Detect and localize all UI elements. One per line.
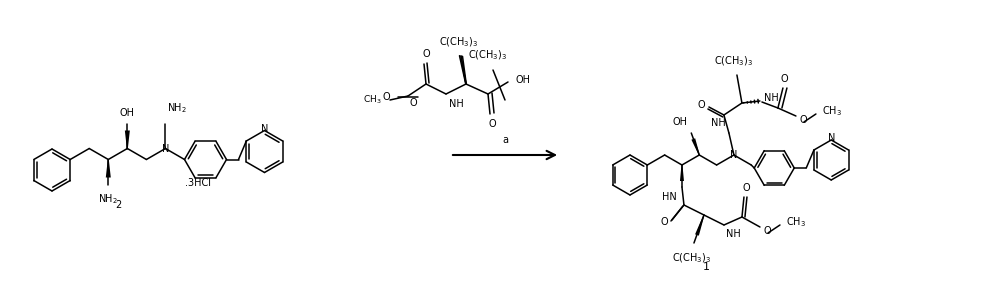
Text: N: N bbox=[730, 150, 738, 160]
Text: NH: NH bbox=[764, 93, 779, 103]
Polygon shape bbox=[691, 138, 700, 155]
Polygon shape bbox=[695, 215, 704, 236]
Text: 1: 1 bbox=[702, 262, 709, 272]
Text: HN: HN bbox=[662, 192, 677, 202]
Text: O: O bbox=[697, 100, 705, 110]
Text: O: O bbox=[764, 226, 772, 236]
Text: O: O bbox=[422, 49, 430, 59]
Text: C(CH$_3$)$_3$: C(CH$_3$)$_3$ bbox=[468, 48, 508, 62]
Text: NH$_2$: NH$_2$ bbox=[98, 192, 118, 206]
Text: O: O bbox=[742, 183, 750, 193]
Text: OH: OH bbox=[120, 108, 135, 118]
Text: CH$_3$: CH$_3$ bbox=[822, 104, 842, 118]
Text: 2: 2 bbox=[115, 199, 121, 210]
Text: O: O bbox=[780, 74, 788, 84]
Text: O: O bbox=[488, 119, 496, 129]
Text: N: N bbox=[828, 133, 835, 143]
Text: C(CH$_3$)$_3$: C(CH$_3$)$_3$ bbox=[714, 54, 754, 68]
Text: N: N bbox=[162, 144, 169, 153]
Text: O: O bbox=[800, 115, 808, 125]
Text: NH: NH bbox=[711, 118, 726, 128]
Text: CH$_3$: CH$_3$ bbox=[363, 94, 382, 106]
Text: a: a bbox=[502, 135, 508, 145]
Text: N: N bbox=[261, 123, 268, 134]
Text: C(CH$_3$)$_3$: C(CH$_3$)$_3$ bbox=[439, 35, 479, 49]
Polygon shape bbox=[125, 131, 130, 149]
Polygon shape bbox=[680, 165, 684, 181]
Text: .3HCl: .3HCl bbox=[185, 179, 211, 188]
Text: NH: NH bbox=[449, 99, 464, 109]
Text: OH: OH bbox=[672, 117, 687, 127]
Text: C(CH$_3$)$_3$: C(CH$_3$)$_3$ bbox=[672, 251, 712, 265]
Text: NH: NH bbox=[726, 229, 741, 239]
Text: OH: OH bbox=[515, 75, 530, 85]
Text: O: O bbox=[382, 92, 390, 102]
Text: NH$_2$: NH$_2$ bbox=[167, 102, 187, 116]
Text: CH$_3$: CH$_3$ bbox=[786, 215, 806, 229]
Text: O: O bbox=[410, 98, 418, 108]
Text: O: O bbox=[660, 217, 668, 227]
Polygon shape bbox=[106, 160, 111, 177]
